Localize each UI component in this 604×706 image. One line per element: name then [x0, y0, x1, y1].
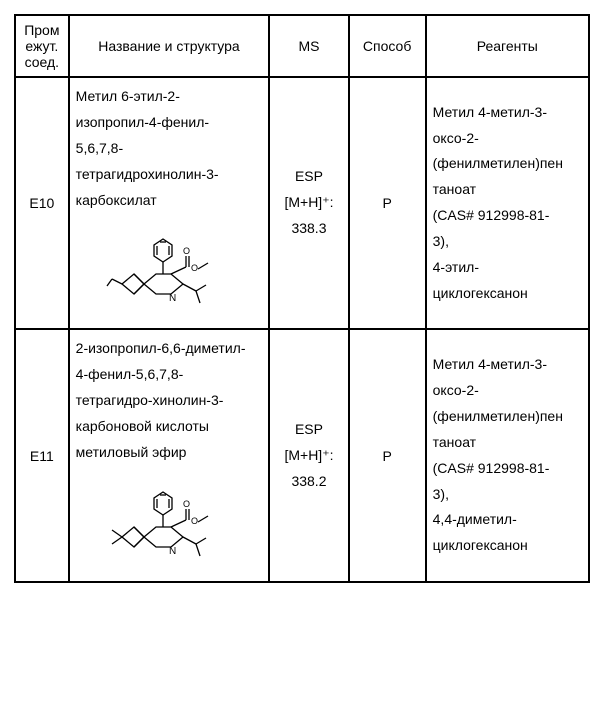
compound-name: 2-изопропил-6,6-диметил-4-фенил-5,6,7,8-… — [76, 336, 263, 465]
cell-reagents: Метил 4-метил-3-оксо-2-(фенилметилен)пен… — [426, 77, 589, 329]
cell-name: 2-изопропил-6,6-диметил-4-фенил-5,6,7,8-… — [69, 329, 270, 581]
header-reagents: Реагенты — [426, 15, 589, 77]
svg-text:O: O — [183, 246, 190, 256]
compound-name: Метил 6-этил-2-изопропил-4-фенил-5,6,7,8… — [76, 84, 263, 213]
cell-ms: ESP[M+H]⁺:338.2 — [269, 329, 348, 581]
cell-reagents: Метил 4-метил-3-оксо-2-(фенилметилен)пен… — [426, 329, 589, 581]
cell-id: E10 — [15, 77, 69, 329]
header-name: Название и структура — [69, 15, 270, 77]
header-method: Способ — [349, 15, 426, 77]
header-ms: MS — [269, 15, 348, 77]
svg-text:O: O — [191, 516, 198, 526]
structure-icon: N — [76, 219, 263, 322]
svg-text:N: N — [169, 293, 176, 304]
cell-method: P — [349, 329, 426, 581]
cell-name: Метил 6-этил-2-изопропил-4-фенил-5,6,7,8… — [69, 77, 270, 329]
svg-text:O: O — [183, 499, 190, 509]
svg-text:N: N — [169, 546, 176, 557]
header-id: Пром ежут. соед. — [15, 15, 69, 77]
table-row: E10 Метил 6-этил-2-изопропил-4-фенил-5,6… — [15, 77, 589, 329]
cell-method: P — [349, 77, 426, 329]
cell-id: E11 — [15, 329, 69, 581]
table-row: E11 2-изопропил-6,6-диметил-4-фенил-5,6,… — [15, 329, 589, 581]
svg-text:O: O — [191, 263, 198, 273]
compounds-table: Пром ежут. соед. Название и структура MS… — [14, 14, 590, 583]
header-row: Пром ежут. соед. Название и структура MS… — [15, 15, 589, 77]
cell-ms: ESP[M+H]⁺:338.3 — [269, 77, 348, 329]
structure-icon: N O — [76, 472, 263, 575]
